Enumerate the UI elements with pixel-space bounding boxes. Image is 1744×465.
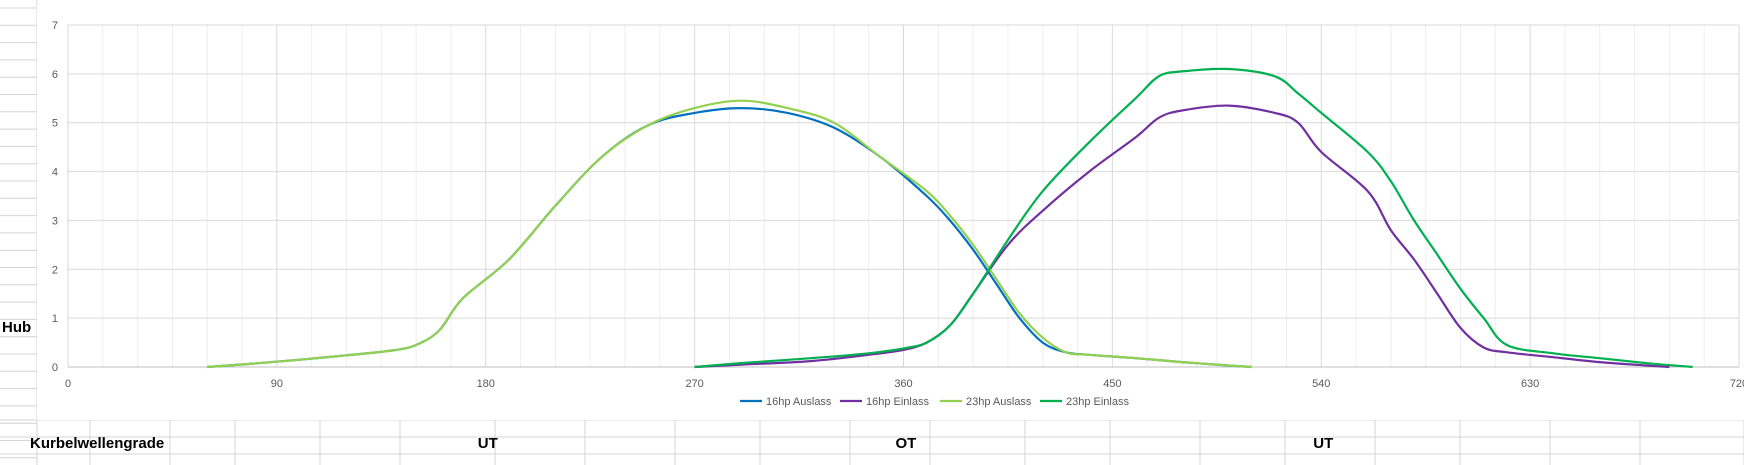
legend-label: 16hp Einlass: [866, 396, 929, 408]
legend-item-1[interactable]: 16hp Auslass: [740, 396, 832, 408]
y-tick-label: 2: [52, 264, 58, 276]
marker-cell-ut: UT: [477, 435, 498, 452]
legend-item-2[interactable]: 16hp Einlass: [840, 396, 929, 408]
y-tick-label: 3: [52, 215, 58, 227]
x-tick-label: 540: [1312, 378, 1330, 390]
x-tick-label: 0: [65, 378, 71, 390]
series-line-3[interactable]: [207, 99, 1252, 369]
y-tick-label: 5: [52, 118, 58, 130]
y-axis-label-cell: Hub: [2, 319, 32, 336]
y-tick-label: 0: [52, 362, 58, 374]
x-tick-label: 90: [271, 378, 283, 390]
x-tick-label: 630: [1521, 378, 1539, 390]
chart-area[interactable]: 0 1 2 3 4 5 6 7 0 90 180 270 360 450 540 630 720 16hp Aus…: [37, 5, 1744, 420]
x-tick-label: 270: [685, 378, 703, 390]
x-tick-label: 360: [894, 378, 912, 390]
marker-cell-ut: UT: [1313, 435, 1334, 452]
y-tick-label: 4: [52, 167, 58, 179]
marker-cell-ot: OT: [895, 435, 917, 452]
legend-label: 23hp Einlass: [1066, 396, 1129, 408]
y-tick-label: 7: [52, 20, 58, 32]
legend-item-4[interactable]: 23hp Einlass: [1040, 396, 1129, 408]
line-chart: 0 1 2 3 4 5 6 7 0 90 180 270 360 450 540 630 720 16hp Aus…: [52, 20, 1744, 408]
x-tick-label: 720: [1730, 378, 1744, 390]
y-tick-label: 1: [52, 313, 58, 325]
series-line-4[interactable]: [694, 67, 1693, 369]
x-tick-label: 450: [1103, 378, 1121, 390]
legend-label: 16hp Auslass: [766, 396, 832, 408]
y-tick-label: 6: [52, 69, 58, 81]
legend-item-3[interactable]: 23hp Auslass: [940, 396, 1032, 408]
x-tick-label: 180: [477, 378, 495, 390]
x-axis-label-cell: Kurbelwellengrade: [30, 435, 165, 452]
legend-label: 23hp Auslass: [966, 396, 1032, 408]
